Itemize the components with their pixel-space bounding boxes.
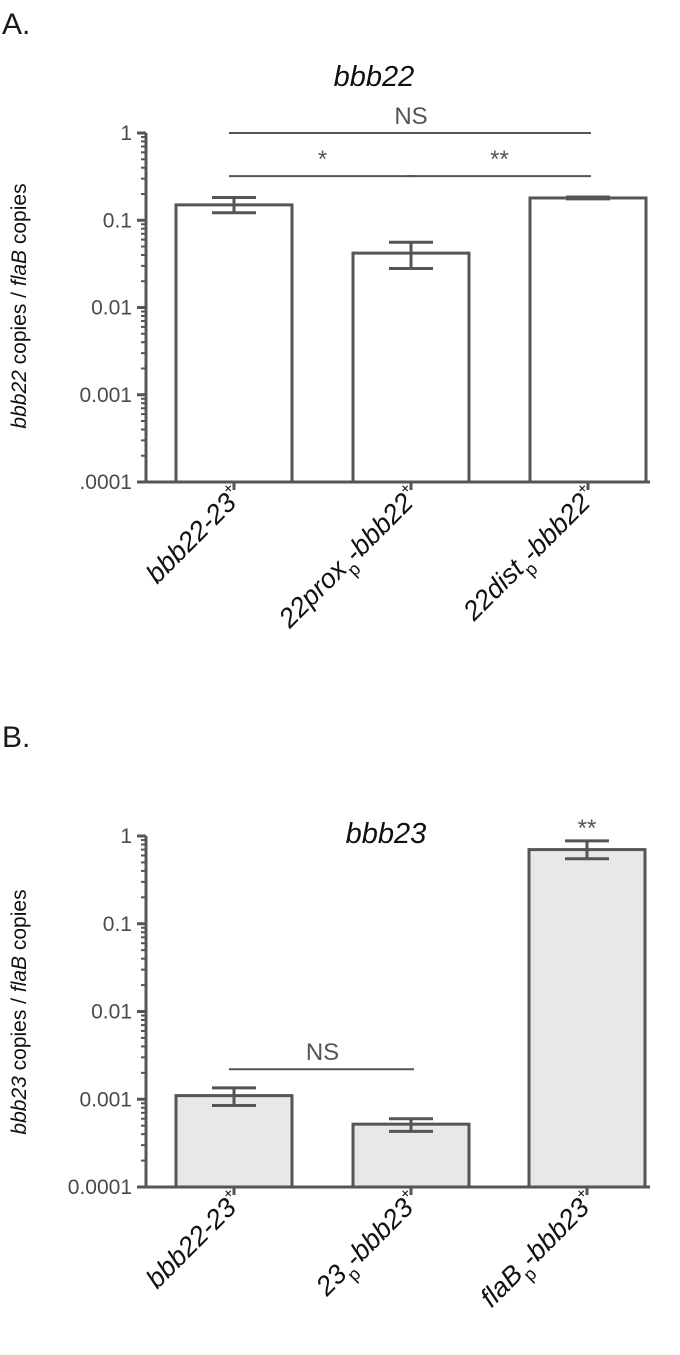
x-tick-label-main: bbb22-23 [140, 487, 242, 589]
y-axis-label-part: copies [8, 183, 31, 250]
y-tick-label: 0.01 [91, 1001, 132, 1024]
panel-a-label: A. [2, 8, 30, 41]
y-tick-label: .0001 [79, 471, 132, 494]
x-tick-label-suffix: -bbb22 [515, 487, 596, 568]
bar [174, 1094, 294, 1189]
x-tick-label: bbb22-23+ [139, 479, 249, 589]
significance-label: ** [578, 815, 597, 842]
significance-label: NS [306, 1039, 339, 1066]
chart-a-y-axis-label: bbb22 copies / flaB copies [8, 183, 31, 428]
x-tick-label-main: 22dist [457, 553, 531, 627]
bar [528, 196, 648, 484]
y-axis-label-part: copies [8, 889, 31, 956]
bar [174, 203, 294, 484]
y-axis-label-part: flaB [8, 250, 31, 286]
x-tick-label-main: 23 [309, 1259, 352, 1302]
x-tick-label-suffix: -bbb22 [338, 487, 419, 568]
x-tick-label-suffix: -bbb23 [514, 1192, 595, 1273]
x-tick-label: flaBp-bbb23+ [473, 1184, 606, 1317]
chart-b-y-axis-label: bbb23 copies / flaB copies [8, 889, 31, 1134]
y-tick-label: 0.1 [103, 913, 132, 936]
x-tick-label-main: flaB [474, 1259, 528, 1313]
y-tick-label: 0.001 [79, 1088, 132, 1111]
y-tick-label: 0.0001 [68, 1176, 132, 1199]
x-tick-label: 22distp-bbb22+ [455, 479, 607, 631]
x-tick-label-main: bbb22-23 [140, 1192, 242, 1294]
x-tick-label-suffix: -bbb23 [338, 1192, 419, 1273]
panel-b: B. bbb23 bbb23 copies / flaB copies 0.00… [2, 721, 650, 1317]
chart-a-title: bbb22 [334, 61, 415, 93]
significance-label: * [318, 146, 327, 173]
y-axis-label-part: bbb22 [8, 370, 31, 429]
panel-a: A. bbb22 bbb22 copies / flaB copies .000… [2, 8, 650, 639]
chart-b-title: bbb23 [346, 818, 427, 850]
y-tick-label: 0.001 [79, 384, 132, 407]
significance-label: NS [394, 103, 427, 130]
bar [351, 1122, 471, 1189]
x-tick-label: 22proxp-bbb22+ [271, 479, 431, 639]
y-axis-label-part: copies / [8, 286, 31, 370]
y-axis-label-part: copies / [8, 992, 31, 1076]
bar [351, 251, 471, 484]
y-tick-label: 1 [120, 825, 132, 848]
y-tick-label: 0.1 [103, 209, 132, 232]
significance-label: ** [490, 146, 509, 173]
x-tick-label: 23p-bbb23+ [308, 1184, 430, 1306]
y-tick-label: 1 [120, 122, 132, 145]
bar [527, 848, 647, 1189]
panel-b-label: B. [2, 721, 30, 754]
x-tick-label-main: 22prox [272, 553, 353, 634]
x-tick-label: bbb22-23+ [139, 1184, 249, 1294]
y-axis-label-part: bbb23 [8, 1076, 31, 1135]
y-axis-label-part: flaB [8, 956, 31, 992]
y-tick-label: 0.01 [91, 297, 132, 320]
